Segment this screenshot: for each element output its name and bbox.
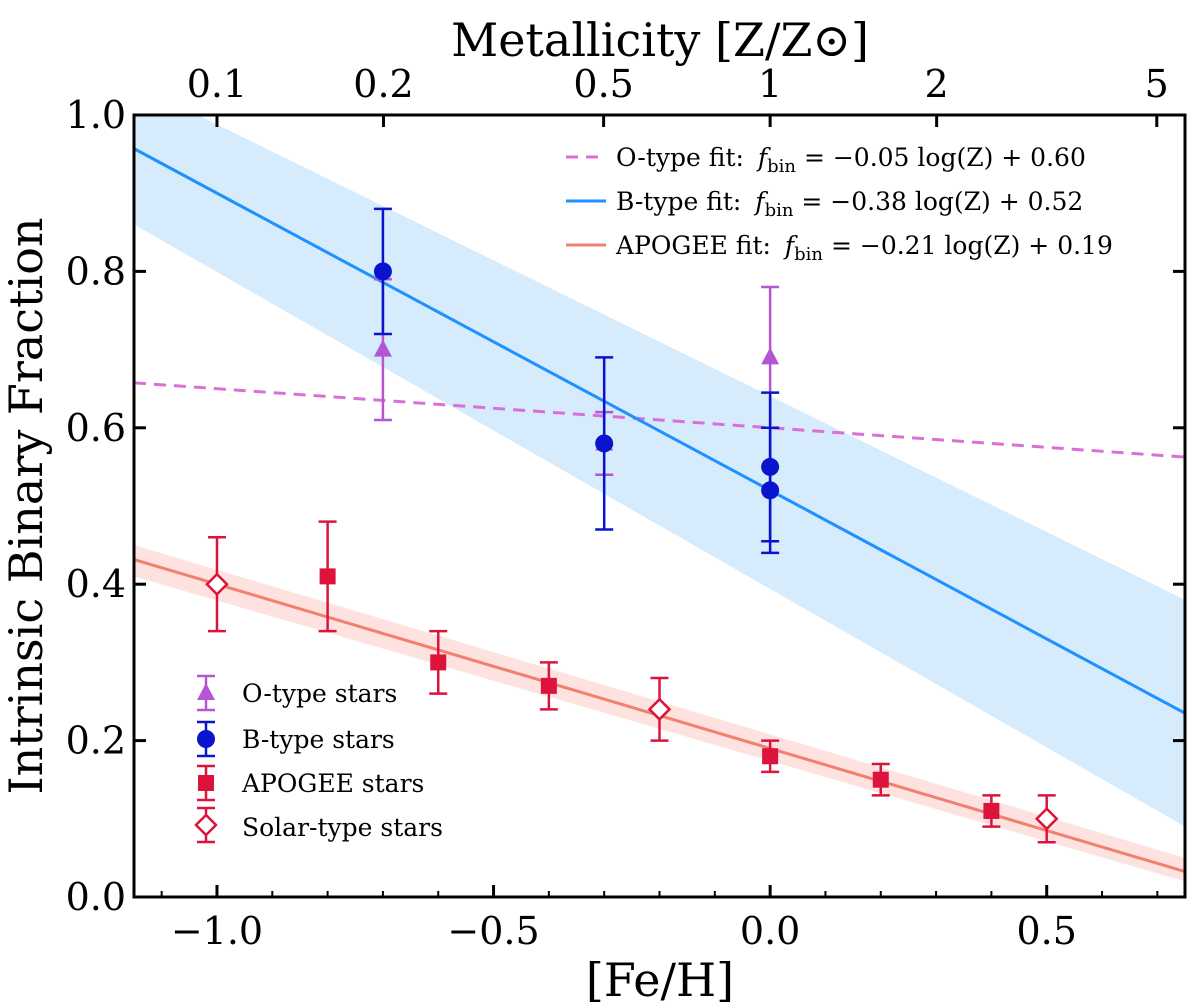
legend-label-apogee-stars: APOGEE stars	[241, 769, 424, 798]
fit-line-1	[134, 147, 1185, 715]
legend-marker-btype	[197, 720, 215, 758]
y-tick-label: 0.2	[66, 719, 126, 763]
band-1	[134, 115, 1185, 827]
point-2-4	[871, 762, 890, 797]
marker-square	[430, 654, 447, 671]
top-tick-label: 0.1	[187, 62, 247, 106]
x-tick-label: −0.5	[447, 909, 539, 953]
y-tick-label: 1.0	[66, 93, 126, 137]
top-tick-label: 2	[925, 62, 949, 106]
x-tick-label: 0.5	[1016, 909, 1076, 953]
data-points	[205, 207, 1059, 844]
points-legend: O-type stars B-type stars APOGEE stars S…	[194, 674, 443, 844]
top-tick-label: 5	[1145, 62, 1169, 106]
point-1-3	[761, 426, 780, 555]
x-axis-title: [Fe/H]	[586, 953, 734, 1007]
legend-marker-apogee	[197, 764, 215, 802]
y-tick-label: 0.0	[66, 875, 126, 919]
y-tick-label: 0.6	[66, 406, 126, 450]
point-1-0	[373, 207, 392, 336]
top-tick-label: 1	[758, 62, 782, 106]
top-axis-title: Metallicity [Z/Z⊙]	[451, 13, 869, 67]
axis-ticks: −1.0 −0.5 0.0 0.5 0.0 0.2 0.4 0.6 0.8 1.0 0.1 0.2 0.…	[66, 62, 1185, 953]
y-axis-title: Intrinsic Binary Fraction	[0, 217, 53, 794]
top-tick-label: 0.2	[353, 62, 413, 106]
fit-line-0	[134, 381, 1185, 459]
legend-label-solar-stars: Solar-type stars	[242, 813, 443, 842]
point-2-3	[761, 739, 780, 774]
marker-square	[540, 677, 557, 694]
point-3-1	[647, 676, 672, 742]
point-2-0	[318, 520, 337, 633]
marker-square	[319, 568, 336, 585]
legend-marker-otype	[197, 674, 215, 712]
legend-label-btype-fit: B-type fit: fbin = −0.38 log(Z) + 0.52	[616, 187, 1083, 221]
point-2-5	[982, 794, 1001, 828]
marker-circle	[595, 434, 614, 453]
marker-triangle	[373, 339, 392, 357]
x-tick-label: −1.0	[171, 909, 263, 953]
legend-label-otype-fit: O-type fit: fbin = −0.05 log(Z) + 0.60	[616, 143, 1086, 177]
marker-diamond	[647, 697, 672, 722]
marker-diamond	[1034, 807, 1059, 831]
marker-circle	[761, 481, 780, 500]
point-3-0	[205, 536, 229, 633]
marker-square	[872, 771, 889, 788]
marker-square	[983, 802, 1000, 819]
fit-legend: O-type fit: fbin = −0.05 log(Z) + 0.60 B…	[566, 143, 1113, 265]
point-3-2	[1034, 794, 1059, 844]
marker-square	[762, 748, 779, 765]
marker-circle	[373, 262, 392, 281]
point-2-2	[539, 661, 558, 711]
legend-marker-solar	[194, 806, 218, 844]
legend-label-btype-stars: B-type stars	[242, 725, 395, 754]
x-tick-label: 0.0	[740, 909, 800, 953]
legend-label-otype-stars: O-type stars	[242, 679, 397, 708]
marker-triangle	[761, 347, 780, 365]
legend-label-apogee-fit: APOGEE fit: fbin = −0.21 log(Z) + 0.19	[615, 231, 1113, 265]
y-tick-label: 0.4	[66, 562, 126, 606]
point-1-1	[595, 356, 614, 531]
y-tick-label: 0.8	[66, 249, 126, 293]
marker-diamond	[205, 572, 229, 596]
point-2-1	[429, 629, 448, 695]
top-tick-label: 0.5	[573, 62, 633, 106]
